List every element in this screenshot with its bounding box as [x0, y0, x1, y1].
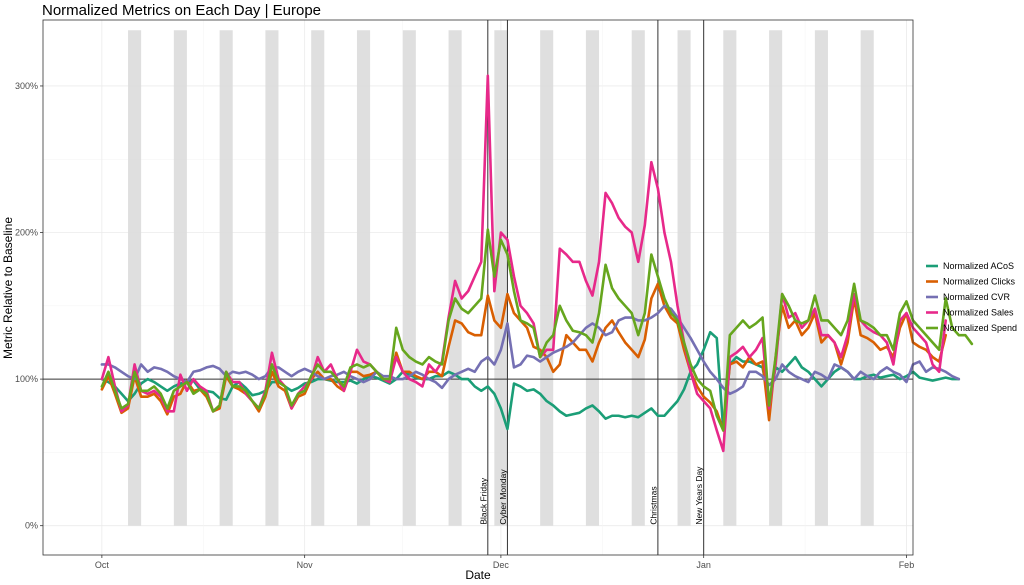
weekend-band: [219, 30, 233, 526]
x-axis-ticks: Oct Nov Dec Jan Feb: [95, 555, 914, 570]
series-lines: [100, 74, 974, 453]
weekend-band: [402, 30, 416, 526]
panel-border: [42, 19, 914, 556]
weekend-band: [814, 30, 828, 526]
event-label: New Years Day: [694, 466, 704, 525]
legend-label: Normalized Clicks: [943, 277, 1016, 287]
series-line: [100, 304, 961, 396]
weekend-band: [128, 30, 142, 526]
weekend-band: [356, 30, 371, 526]
chart-title: Normalized Metrics on Each Day | Europe: [42, 2, 321, 19]
legend-label: Normalized ACoS: [943, 261, 1014, 271]
y-tick-label: 100%: [15, 374, 38, 384]
weekend-band: [311, 30, 325, 526]
series-line: [100, 330, 961, 432]
y-tick-label: 200%: [15, 228, 38, 238]
y-axis-ticks: 0% 100% 200% 300%: [15, 81, 43, 531]
weekend-band: [585, 30, 600, 526]
weekend-band: [540, 30, 554, 526]
legend: Normalized ACoS Normalized Clicks Normaliz…: [926, 261, 1017, 333]
legend-label: Normalized CVR: [943, 292, 1011, 302]
x-tick-label: Feb: [899, 560, 915, 570]
y-tick-label: 300%: [15, 81, 38, 91]
weekend-bands: [128, 30, 874, 526]
series-line: [100, 282, 948, 432]
x-tick-label: Jan: [696, 560, 711, 570]
grid: [43, 20, 913, 555]
weekend-band: [723, 30, 737, 526]
event-label: Christmas: [648, 486, 658, 524]
weekend-band: [265, 30, 279, 526]
x-tick-label: Nov: [297, 560, 314, 570]
weekend-band: [448, 30, 462, 526]
weekend-band: [769, 30, 783, 526]
x-axis-title: Date: [465, 568, 491, 582]
y-axis-title: Metric Relative to Baseline: [1, 217, 15, 359]
event-label: Cyber Monday: [498, 469, 508, 525]
y-tick-label: 0%: [25, 521, 38, 531]
series-line: [100, 228, 974, 432]
event-lines: Black Friday Cyber Monday Christmas New Yea…: [43, 20, 913, 555]
weekend-band: [677, 30, 691, 526]
weekend-band: [631, 30, 645, 526]
legend-label: Normalized Sales: [943, 308, 1014, 318]
event-label: Black Friday: [478, 477, 488, 525]
weekend-band: [173, 30, 187, 526]
legend-label: Normalized Spend: [943, 323, 1017, 333]
weekend-band: [860, 30, 874, 526]
x-tick-label: Oct: [95, 560, 110, 570]
x-tick-label: Dec: [493, 560, 510, 570]
